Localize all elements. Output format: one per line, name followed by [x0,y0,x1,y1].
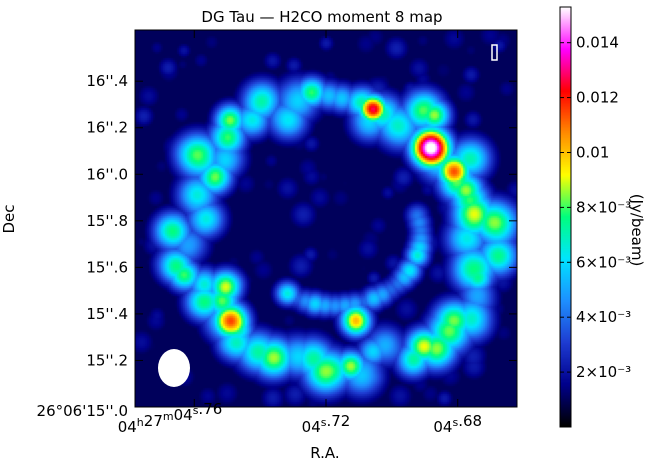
colorbar-tick-label: 6×10⁻³ [576,253,631,271]
scale-marker [491,44,498,61]
y-tick-label: 15''.2 [86,351,128,369]
colorbar-tick-label: 8×10⁻³ [576,198,631,216]
y-tick-label: 15''.6 [86,258,128,276]
beam-ellipse [158,349,190,387]
y-tick-label: 16''.4 [86,72,128,90]
colorbar-label: (Jy/beam) [628,194,646,267]
colorbar-tick-label: 0.014 [576,34,619,52]
y-axis: 26°06'15''.0 15''.2 15''.4 15''.6 15''.8 16''… [37,72,517,420]
colorbar: 2×10⁻³ 4×10⁻³ 6×10⁻³ 8×10⁻³ 0.01 0.012 0.014 (… [559,6,646,428]
x-axis: 04h27m04s.76 04s.72 04s.68 [118,30,482,436]
x-tick-label: 04h27m04s.76 [118,400,223,436]
colorbar-tick-label: 2×10⁻³ [576,363,631,381]
x-tick-label: 04s.72 [302,412,351,436]
y-tick-label: 15''.8 [86,212,128,230]
colorbar-tick-label: 4×10⁻³ [576,308,631,326]
colorbar-tick-label: 0.01 [576,143,609,161]
colorbar-tick-label: 0.012 [576,89,619,107]
x-axis-label: R.A. [310,444,339,462]
y-axis-label: Dec [0,204,18,233]
y-tick-label: 15''.4 [86,305,128,323]
y-tick-label: 26°06'15''.0 [37,402,128,420]
heatmap-image [135,30,517,407]
chart-title: DG Tau — H2CO moment 8 map [201,8,442,26]
y-tick-label: 16''.2 [86,119,128,137]
x-tick-label: 04s.68 [433,412,482,436]
y-tick-label: 16''.0 [86,165,128,183]
